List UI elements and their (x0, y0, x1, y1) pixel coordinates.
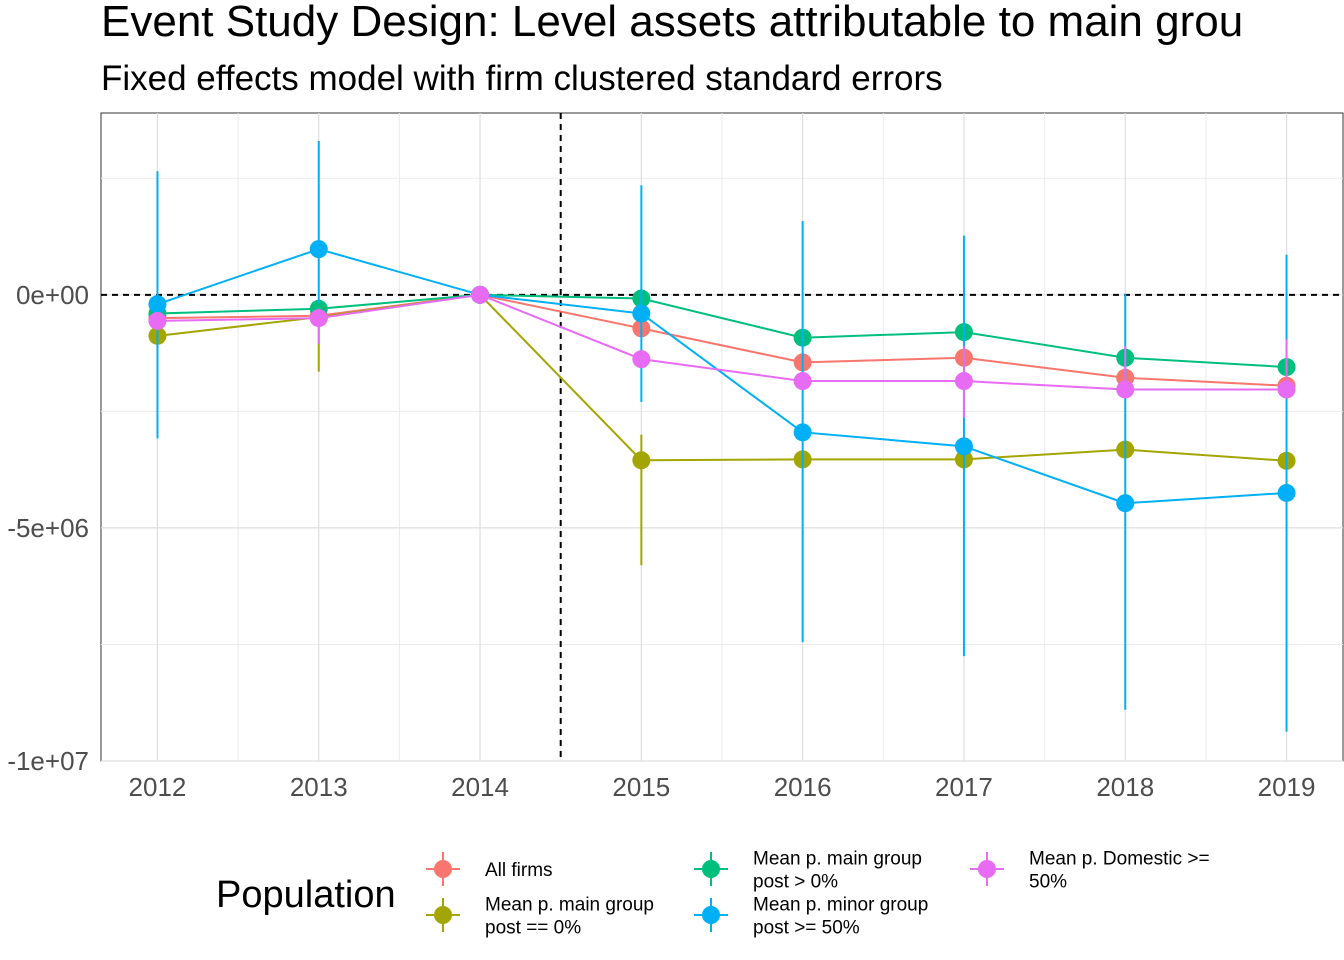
chart-title: Event Study Design: Level assets attribu… (101, 0, 1243, 46)
legend-key-point (434, 860, 452, 878)
data-point (1277, 483, 1296, 502)
x-tick-label: 2012 (129, 772, 187, 802)
series-line (157, 293, 1287, 391)
y-axis: 0e+00 -5e+06 -1e+07 (7, 280, 89, 776)
legend-entry: Mean p. main group post > 0% (694, 849, 922, 893)
y-tick-label: -5e+06 (7, 513, 89, 543)
x-tick-label: 2014 (451, 772, 509, 802)
legend-label: Mean p. main group post > 0% (753, 849, 922, 893)
series-4 (148, 285, 1296, 418)
series-line (157, 293, 1287, 369)
data-point (148, 295, 167, 314)
legend-entry: Mean p. minor group post >= 50% (694, 895, 928, 939)
data-point (1116, 380, 1135, 399)
x-tick-label: 2018 (1096, 772, 1154, 802)
minor-gridlines (101, 113, 1343, 761)
legend-entry: Mean p. main group post == 0% (426, 895, 654, 939)
x-tick-label: 2015 (612, 772, 670, 802)
x-tick-label: 2013 (290, 772, 348, 802)
legend-label: Mean p. main group post == 0% (485, 895, 654, 939)
legend-key-point (702, 860, 720, 878)
y-tick-label: -1e+07 (7, 746, 89, 776)
series-line (157, 293, 1287, 387)
legend-title: Population (216, 874, 396, 916)
series-layer (148, 140, 1296, 732)
data-point (954, 437, 973, 456)
data-point (148, 311, 167, 330)
legend-entry: Mean p. Domestic >= 50% (970, 849, 1210, 893)
x-tick-label: 2016 (774, 772, 832, 802)
data-point (471, 285, 490, 304)
data-point (793, 372, 812, 391)
reference-lines (101, 113, 1343, 761)
plot-panel (100, 112, 1344, 762)
data-point (632, 451, 651, 470)
data-point (309, 240, 328, 259)
data-point (632, 350, 651, 369)
data-point (1277, 380, 1296, 399)
legend-key-point (978, 860, 996, 878)
legend-key-point (434, 906, 452, 924)
data-point (309, 309, 328, 328)
legend-key-point (702, 906, 720, 924)
data-point (793, 423, 812, 442)
legend-label: Mean p. Domestic >= 50% (1029, 849, 1210, 893)
chart-subtitle: Fixed effects model with firm clustered … (101, 59, 943, 98)
legend-entry: All firms (426, 852, 553, 886)
data-point (954, 372, 973, 391)
y-tick-label: 0e+00 (16, 280, 89, 310)
data-point (1116, 494, 1135, 513)
x-tick-label: 2017 (935, 772, 993, 802)
x-tick-label: 2019 (1258, 772, 1316, 802)
series-line (157, 248, 1287, 505)
x-axis: 2012 2013 2014 2015 2016 2017 2018 2019 (129, 772, 1316, 802)
legend-label: Mean p. minor group post >= 50% (753, 895, 928, 939)
legend: Population All firms Mean p. main group po… (216, 849, 1210, 939)
data-point (632, 304, 651, 323)
legend-label: All firms (485, 860, 553, 881)
